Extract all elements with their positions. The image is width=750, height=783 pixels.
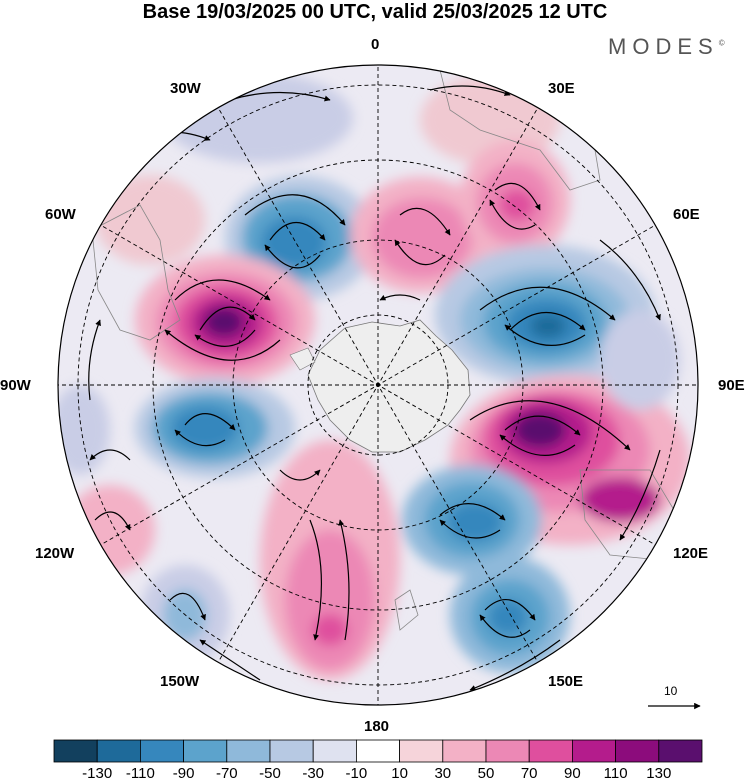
anomaly-field [58, 65, 698, 705]
lon-label-30w: 30W [170, 80, 201, 97]
lon-label-150w: 150W [160, 673, 200, 690]
wind-arrow [484, 599, 536, 621]
wind-arrow [194, 329, 256, 347]
lon-label-60w: 60W [45, 206, 76, 223]
colorbar-tick-label: -110 [125, 765, 155, 782]
wind-arrow [229, 91, 331, 102]
wind-arrow [94, 511, 131, 531]
wind-arrow [269, 222, 326, 241]
colorbar-tick-label: -10 [345, 765, 368, 782]
lon-label-90w: 90W [0, 377, 31, 394]
wind-arrow [309, 519, 323, 641]
wind-arrow [174, 429, 226, 447]
colorbar-swatch [399, 739, 444, 763]
wind-arrow [169, 592, 206, 621]
colorbar-tick-label: -30 [302, 765, 325, 782]
wind-arrow [394, 239, 446, 266]
wind-arrow [199, 639, 261, 681]
wind-arrow [199, 306, 256, 331]
colorbar-swatch [183, 739, 228, 763]
lon-label-0: 0 [371, 36, 380, 53]
colorbar-tick-label: 10 [391, 765, 408, 782]
reference-vector-label: 10 [664, 684, 678, 698]
lon-label-120e: 120E [673, 545, 709, 562]
wind-arrow [494, 182, 541, 211]
wind-arrow [469, 400, 631, 451]
wind-arrow [599, 239, 661, 321]
wind-arrow [509, 311, 586, 331]
colorbar-swatch [355, 739, 400, 763]
colorbar-swatch [269, 739, 314, 763]
colorbar-swatch [485, 739, 530, 763]
wind-arrow [244, 194, 346, 226]
brand-name: MODES [608, 34, 719, 59]
wind-arrow [184, 413, 236, 431]
wind-arrow [264, 244, 321, 269]
colorbar-tick-label: -50 [259, 765, 281, 782]
colorbar-swatch [96, 739, 141, 763]
colorbar-swatch [139, 739, 184, 763]
colorbar-tick-label: 90 [564, 765, 581, 782]
colorbar-swatch [658, 739, 703, 763]
wind-vectors [88, 85, 661, 691]
lon-label-150e: 150E [548, 673, 584, 690]
wind-arrow [279, 469, 321, 481]
colorbar-tick-label: -90 [172, 765, 195, 782]
wind-arrow [338, 519, 350, 641]
colorbar-tick-label: 50 [477, 765, 495, 782]
wind-arrow [479, 614, 531, 638]
colorbar-swatch [442, 739, 487, 763]
colorbar-tick-label: 70 [520, 765, 538, 782]
brand-logo: MODES© [608, 34, 725, 60]
colorbar-tick-label: -70 [215, 765, 238, 782]
colorbar-swatch [528, 739, 573, 763]
colorbar-swatch [312, 739, 357, 763]
map-border [57, 64, 699, 706]
wind-arrow [88, 319, 101, 401]
map-title: Base 19/03/2025 00 UTC, valid 25/03/2025… [142, 1, 608, 23]
wind-arrow [619, 449, 661, 541]
brand-mark: © [718, 38, 725, 48]
colorbar-swatch [53, 739, 98, 763]
lon-label-30e: 30E [548, 80, 575, 97]
wind-arrow [174, 279, 271, 301]
lon-label-120w: 120W [35, 545, 75, 562]
wind-arrow [489, 199, 536, 230]
colorbar-swatch [615, 739, 660, 763]
wind-arrow [399, 207, 451, 236]
lon-label-60e: 60E [673, 206, 700, 223]
wind-arrow [379, 294, 421, 301]
wind-arrow [479, 286, 616, 321]
wind-arrow [499, 434, 576, 456]
wind-arrow [164, 329, 281, 361]
wind-arrow [504, 324, 586, 346]
wind-arrow [469, 639, 561, 691]
antarctica-landmass [307, 319, 471, 453]
wind-arrow [89, 449, 131, 461]
colorbar-tick-label: 130 [646, 765, 672, 782]
wind-arrow [504, 415, 581, 436]
colorbar-tick-label: 110 [603, 765, 628, 782]
wind-arrow [439, 519, 501, 539]
colorbar-tick-label: 30 [434, 765, 452, 782]
lon-label-90e: 90E [718, 377, 745, 394]
south-america-outline [91, 204, 181, 341]
colorbar-swatch [226, 739, 271, 763]
colorbar [53, 739, 703, 763]
wind-arrow [429, 85, 511, 96]
colorbar-swatch [572, 739, 617, 763]
colorbar-tick-label: -130 [82, 765, 113, 782]
lon-label-180: 180 [364, 718, 390, 735]
wind-arrow [439, 503, 506, 521]
